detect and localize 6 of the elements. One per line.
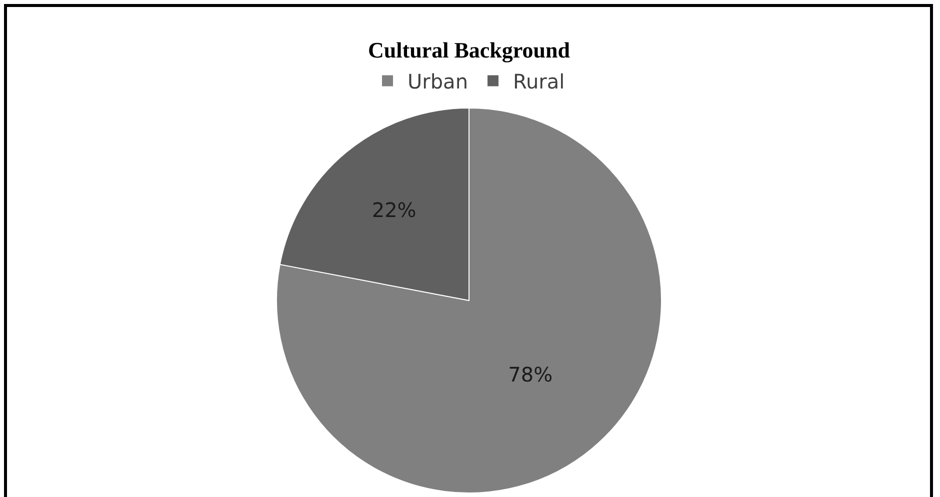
data-label: 22%	[372, 198, 416, 222]
chart-title: Cultural Background	[368, 38, 570, 63]
legend-label: Urban	[408, 70, 468, 94]
data-label: 78%	[508, 362, 553, 387]
legend-label: Rural	[513, 70, 565, 94]
pie-slice	[276, 108, 662, 494]
